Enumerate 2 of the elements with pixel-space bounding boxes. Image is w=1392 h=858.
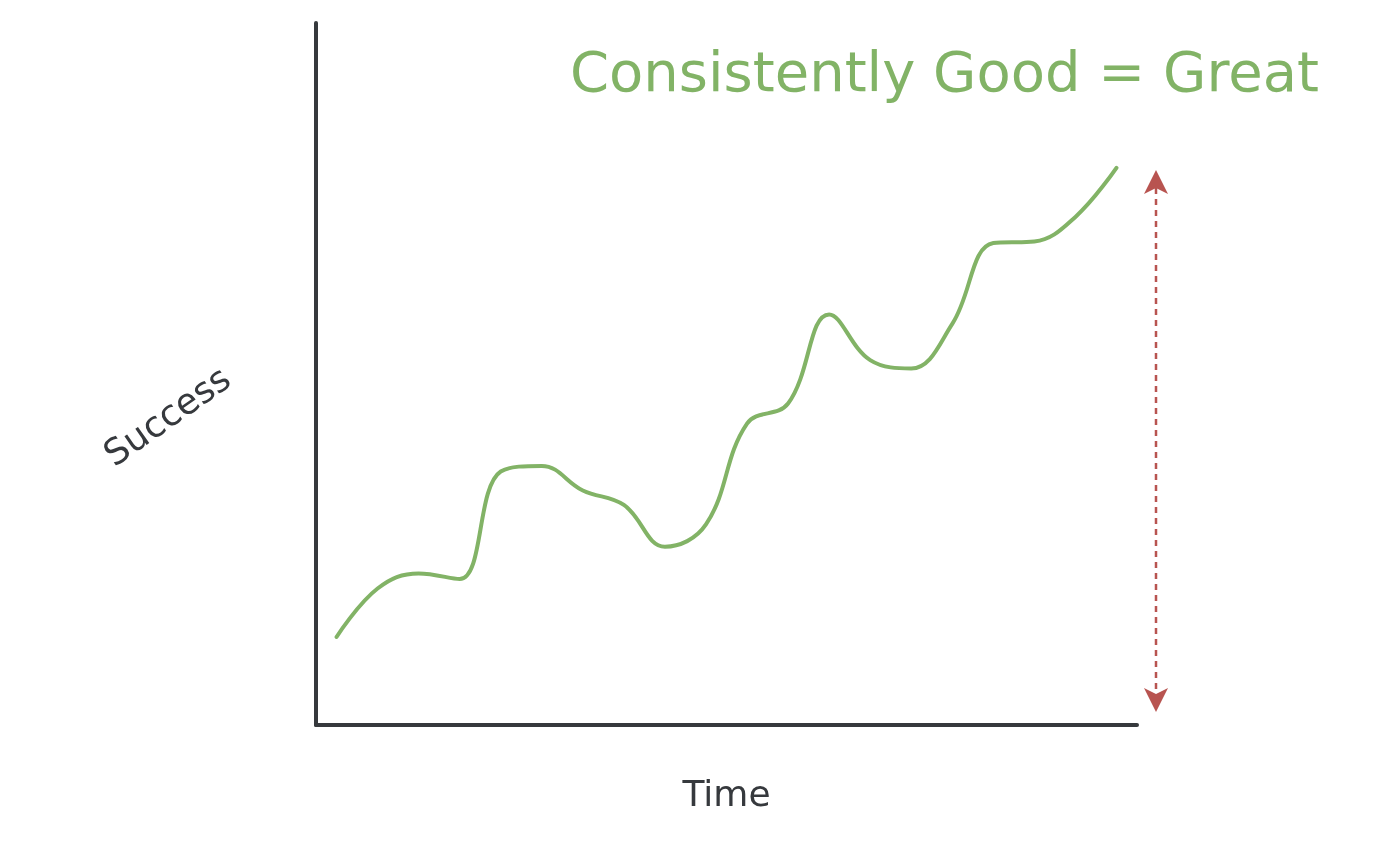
chart-title: Consistently Good = Great: [569, 38, 1319, 104]
x-axis-title: Time: [681, 772, 771, 814]
